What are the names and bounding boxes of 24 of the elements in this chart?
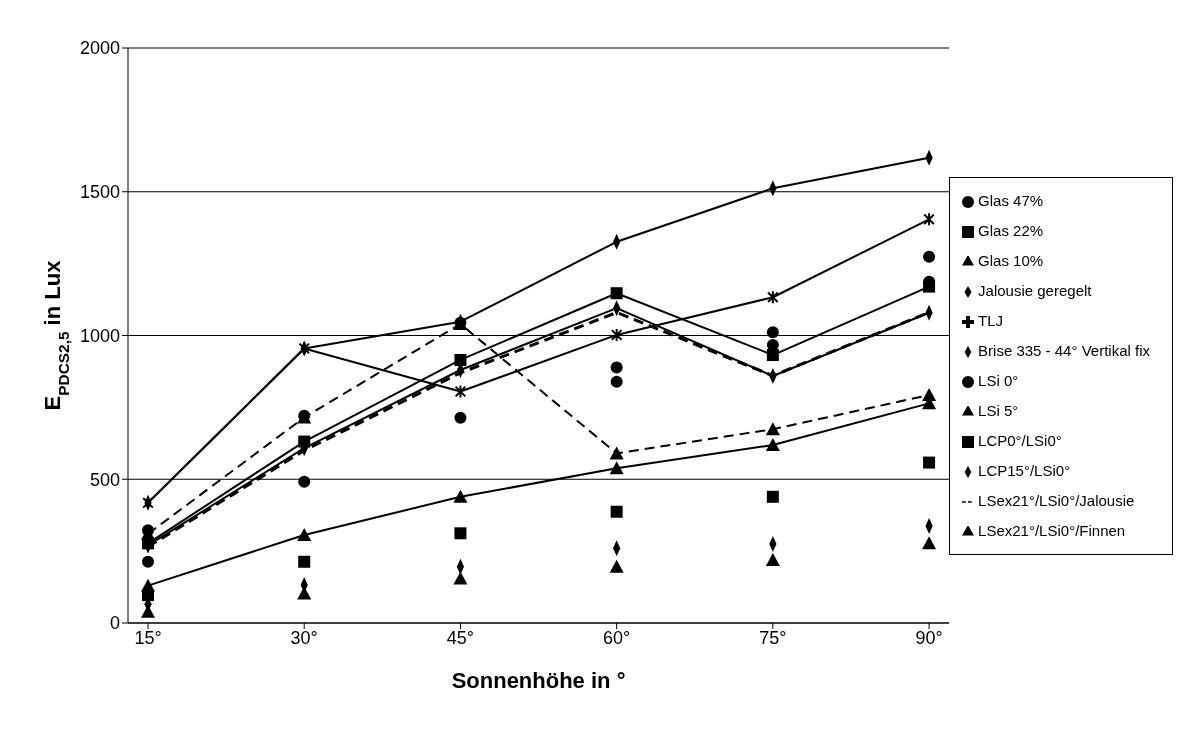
- y-tick-label: 1000: [79, 325, 120, 346]
- legend-label: LCP0°/LSi0°: [978, 431, 1062, 449]
- x-tick-label: 15°: [134, 627, 162, 648]
- x-tick-label: 30°: [290, 627, 318, 648]
- x-axis-title: Sonnenhöhe in °: [451, 668, 626, 693]
- y-tick-label: 500: [89, 469, 120, 490]
- legend-label: Glas 22%: [978, 221, 1044, 239]
- y-tick-label: 1500: [79, 182, 120, 203]
- legend-label: Glas 10%: [978, 251, 1044, 269]
- legend-label: Brise 335 - 44° Vertikal fix: [978, 341, 1150, 359]
- legend-label: TLJ: [978, 311, 1004, 329]
- legend-label: LSex21°/LSi0°/Jalousie: [978, 491, 1135, 509]
- legend-label: LSi 5°: [978, 401, 1019, 419]
- x-tick-label: 75°: [759, 627, 787, 648]
- x-tick-label: 90°: [915, 627, 943, 648]
- legend-label: LCP15°/LSi0°: [978, 461, 1071, 479]
- legend-label: Glas 47%: [978, 191, 1044, 209]
- y-tick-label: 2000: [79, 38, 120, 59]
- legend-label: LSi 0°: [978, 371, 1019, 389]
- x-tick-label: 60°: [603, 627, 631, 648]
- legend-label: LSex21°/LSi0°/Finnen: [978, 521, 1126, 539]
- y-tick-label: 0: [109, 613, 120, 634]
- x-tick-label: 45°: [446, 627, 475, 648]
- legend-label: Jalousie geregelt: [978, 281, 1092, 299]
